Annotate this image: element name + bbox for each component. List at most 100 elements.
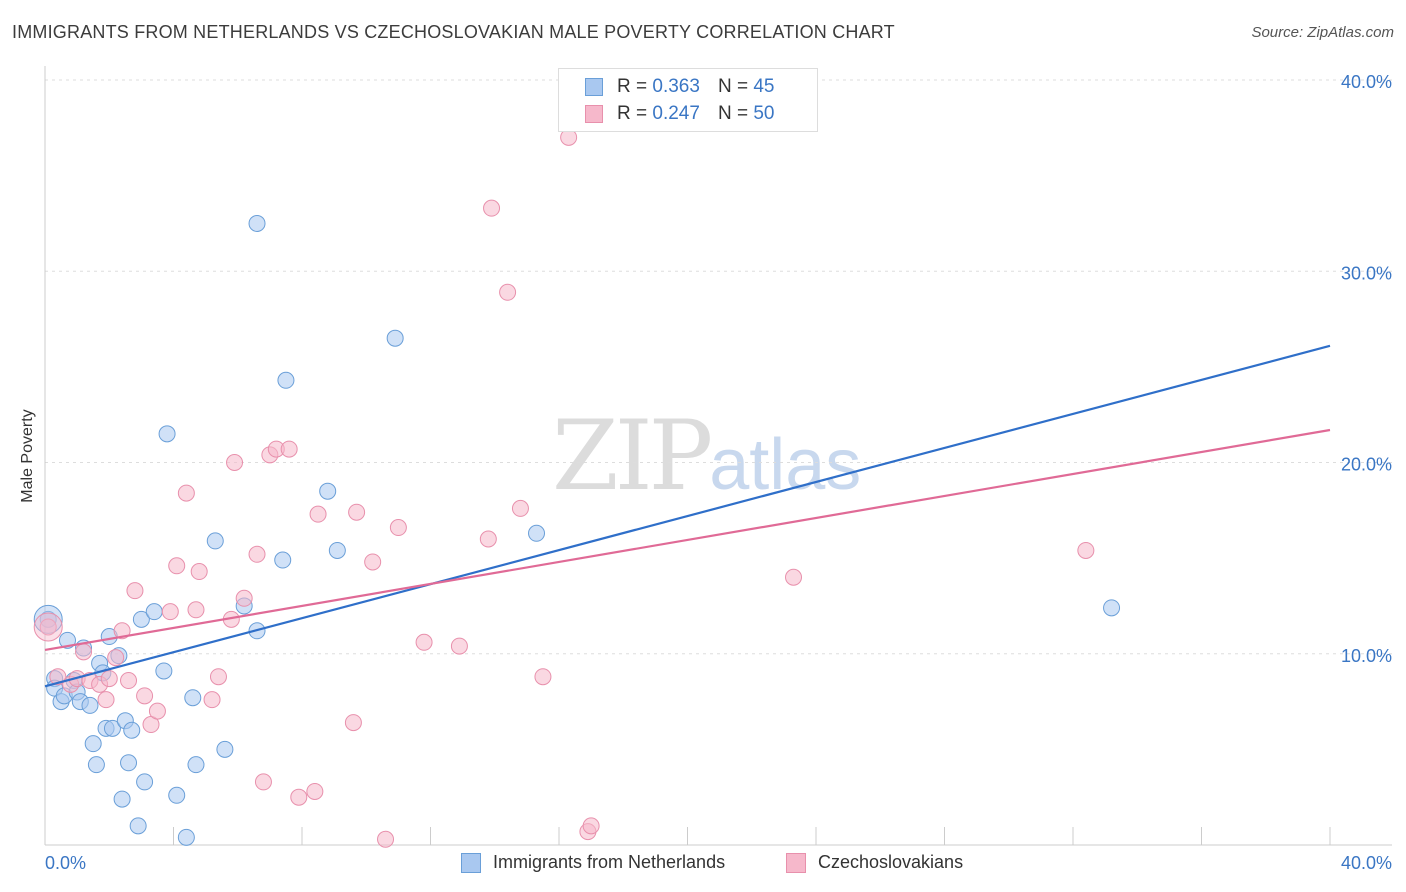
source-label: Source: ZipAtlas.com bbox=[1251, 24, 1394, 41]
czechoslovakians-point-17 bbox=[168, 557, 186, 575]
netherlands-point-24 bbox=[132, 610, 150, 628]
netherlands-point-34 bbox=[216, 740, 234, 758]
czechoslovakians-point-33 bbox=[309, 505, 327, 523]
czechoslovakians-point-49 bbox=[785, 568, 803, 586]
netherlands-point-25 bbox=[136, 773, 154, 791]
czechoslovakians-point-15 bbox=[148, 702, 166, 720]
legend-label-czechoslovakians: Czechoslovakians bbox=[818, 852, 964, 872]
series-legend: Immigrants from Netherlands Czechoslovak… bbox=[0, 852, 1406, 876]
czechoslovakians-point-48 bbox=[582, 817, 600, 835]
legend-swatch-blue bbox=[585, 78, 603, 96]
legend-r-value: 0.363 bbox=[652, 76, 700, 97]
netherlands-point-38 bbox=[274, 551, 292, 569]
netherlands-point-21 bbox=[120, 754, 138, 772]
netherlands-point-32 bbox=[187, 756, 205, 774]
legend-n-label: N = bbox=[717, 76, 749, 97]
czechoslovakians-point-24 bbox=[226, 454, 244, 471]
series-netherlands-points bbox=[33, 214, 1121, 846]
czechoslovakians-point-22 bbox=[209, 668, 227, 686]
netherlands-trend-line bbox=[44, 344, 1331, 688]
y-tick-label-1: 20.0% bbox=[1341, 455, 1392, 475]
trend-lines bbox=[44, 344, 1331, 688]
netherlands-point-30 bbox=[177, 828, 195, 846]
legend-swatch-blue bbox=[461, 852, 481, 873]
czechoslovakians-point-45 bbox=[534, 668, 552, 686]
netherlands-point-31 bbox=[184, 689, 202, 707]
czechoslovakians-point-31 bbox=[290, 788, 308, 806]
netherlands-point-22 bbox=[123, 721, 141, 739]
legend-r-value: 0.247 bbox=[652, 103, 700, 124]
czechoslovakians-point-0 bbox=[39, 618, 57, 636]
netherlands-point-12 bbox=[87, 756, 105, 774]
legend-item-czechoslovakians[interactable]: Czechoslovakians bbox=[786, 852, 963, 873]
czechoslovakians-point-25 bbox=[235, 589, 253, 607]
czechoslovakians-point-8 bbox=[100, 670, 118, 688]
czechoslovakians-point-9 bbox=[107, 649, 125, 667]
legend-r-label: R = bbox=[617, 76, 648, 97]
czechoslovakians-point-39 bbox=[415, 633, 433, 651]
czechoslovakians-point-20 bbox=[190, 563, 208, 581]
czechoslovakians-point-50 bbox=[1077, 541, 1095, 559]
netherlands-point-28 bbox=[158, 425, 176, 443]
legend-swatch-pink bbox=[585, 105, 603, 123]
x-tick-label-0: 0.0% bbox=[45, 853, 86, 873]
czechoslovakians-point-27 bbox=[254, 773, 272, 791]
watermark-atlas: atlas bbox=[709, 425, 862, 505]
legend-swatch-pink bbox=[786, 852, 806, 873]
czechoslovakians-point-30 bbox=[280, 440, 298, 458]
legend-label-netherlands: Immigrants from Netherlands bbox=[493, 852, 726, 872]
czechoslovakians-point-7 bbox=[97, 691, 115, 709]
legend-item-netherlands[interactable]: Immigrants from Netherlands bbox=[461, 852, 725, 873]
netherlands-point-42 bbox=[386, 329, 404, 347]
czechoslovakians-point-38 bbox=[389, 519, 407, 537]
legend-row-netherlands: R = 0.363 N = 45 bbox=[585, 76, 774, 98]
netherlands-point-19 bbox=[113, 790, 131, 808]
netherlands-point-39 bbox=[277, 371, 295, 389]
netherlands-point-23 bbox=[129, 817, 147, 835]
czechoslovakians-point-26 bbox=[248, 545, 266, 563]
legend-r-label: R = bbox=[617, 103, 648, 124]
netherlands-point-43 bbox=[528, 524, 546, 542]
axes bbox=[44, 66, 1392, 846]
netherlands-point-40 bbox=[319, 482, 337, 500]
watermark: ZIPatlas bbox=[552, 400, 861, 512]
czechoslovakians-point-13 bbox=[136, 687, 154, 705]
czechoslovakians-point-large bbox=[33, 612, 63, 642]
legend-n-label: N = bbox=[717, 103, 749, 124]
y-tick-label-2: 30.0% bbox=[1341, 263, 1392, 283]
legend-n-value: 50 bbox=[753, 103, 775, 124]
czechoslovakians-point-41 bbox=[479, 530, 497, 548]
czechoslovakians-point-34 bbox=[344, 714, 362, 732]
netherlands-point-33 bbox=[206, 532, 224, 550]
czechoslovakians-point-21 bbox=[203, 691, 221, 709]
correlation-legend: R = 0.363 N = 45 R = 0.247 N = 50 bbox=[558, 68, 818, 132]
netherlands-point-11 bbox=[84, 735, 102, 753]
czechoslovakians-point-43 bbox=[499, 283, 517, 301]
czechoslovakians-point-4 bbox=[75, 643, 93, 661]
czechoslovakians-point-42 bbox=[483, 199, 501, 217]
series-czechoslovakians-points bbox=[33, 128, 1095, 848]
x-tick-label-1: 40.0% bbox=[1341, 853, 1392, 873]
czechoslovakians-point-11 bbox=[120, 672, 138, 690]
czechoslovakians-point-40 bbox=[450, 637, 468, 655]
y-tick-label-0: 10.0% bbox=[1341, 646, 1392, 666]
czechoslovakians-point-37 bbox=[377, 830, 395, 848]
legend-n-value: 45 bbox=[753, 76, 775, 97]
tick-labels: 10.0% 20.0% 30.0% 40.0% 0.0% 40.0% bbox=[45, 72, 1392, 873]
czechoslovakians-point-32 bbox=[306, 782, 324, 800]
czechoslovakians-point-10 bbox=[113, 622, 131, 640]
czechoslovakians-point-16 bbox=[161, 603, 179, 621]
grid-lines bbox=[45, 79, 1392, 655]
legend-row-czechoslovakians: R = 0.247 N = 50 bbox=[585, 103, 774, 125]
netherlands-point-44 bbox=[1103, 599, 1121, 617]
netherlands-point-27 bbox=[155, 662, 173, 680]
netherlands-point-29 bbox=[168, 786, 186, 804]
chart-title: IMMIGRANTS FROM NETHERLANDS VS CZECHOSLO… bbox=[12, 22, 895, 42]
netherlands-point-17 bbox=[103, 719, 121, 737]
czechoslovakians-trend-line bbox=[44, 428, 1331, 652]
netherlands-point-41 bbox=[328, 541, 346, 559]
czechoslovakians-point-12 bbox=[126, 582, 144, 600]
netherlands-point-10 bbox=[81, 696, 99, 714]
czechoslovakians-point-19 bbox=[187, 601, 205, 619]
